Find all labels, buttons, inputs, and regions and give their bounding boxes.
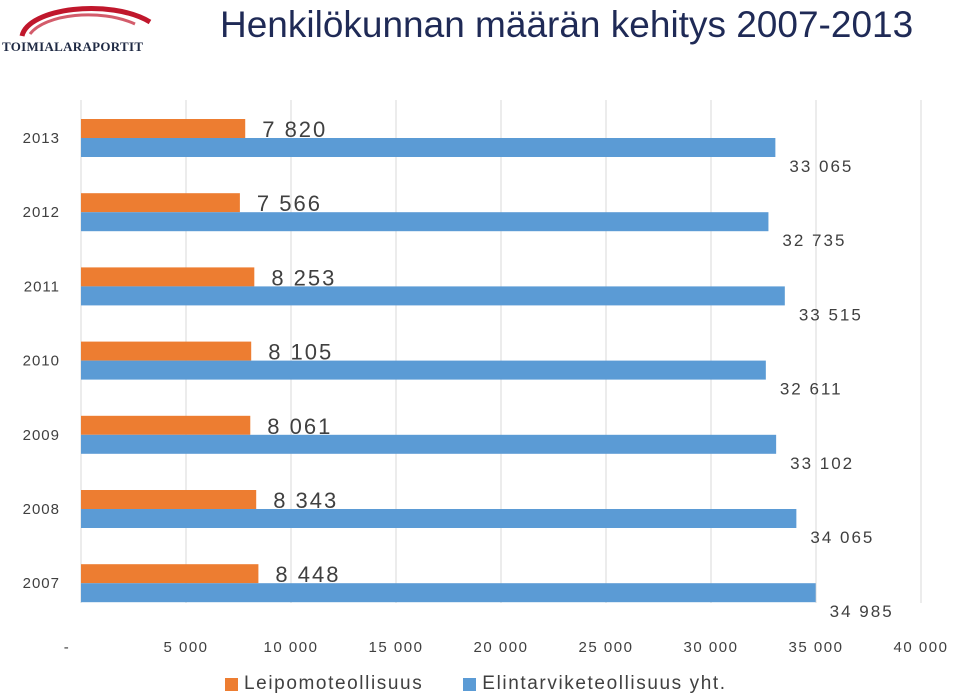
data-label-elintarvike-2013: 33 065 <box>789 157 853 176</box>
data-label-leipomo-2010: 8 105 <box>268 340 333 365</box>
legend-swatch-elintarvike <box>463 677 477 691</box>
x-tick-label-0: - <box>64 639 71 656</box>
legend-item-elintarvike: Elintarviketeollisuus yht. <box>463 673 726 695</box>
bar-leipomo-2007 <box>81 564 259 584</box>
x-tick-label-2: 10 000 <box>264 639 319 656</box>
category-label-2012: 2012 <box>23 204 60 221</box>
bar-leipomo-2012 <box>81 193 240 213</box>
chart-legend: Leipomoteollisuus Elintarviketeollisuus … <box>225 673 767 695</box>
bar-leipomo-2010 <box>81 341 252 361</box>
x-tick-label-8: 40 000 <box>894 639 949 656</box>
bar-leipomo-2013 <box>81 119 246 138</box>
data-label-leipomo-2009: 8 061 <box>267 414 332 439</box>
category-label-2008: 2008 <box>23 501 60 518</box>
x-tick-label-5: 25 000 <box>579 639 634 656</box>
category-label-2013: 2013 <box>23 130 60 147</box>
bar-chart: - 5 000 10 000 15 000 20 000 25 000 30 000 35 0… <box>23 100 949 656</box>
legend-item-leipomo: Leipomoteollisuus <box>225 673 423 695</box>
bar-elintarvike-2012 <box>81 212 769 232</box>
x-tick-label-1: 5 000 <box>163 639 208 656</box>
bar-elintarvike-2013 <box>81 138 776 157</box>
logo-text: TOIMIALARAPORTIT <box>2 39 144 54</box>
data-label-leipomo-2008: 8 343 <box>273 488 338 513</box>
bar-elintarvike-2011 <box>81 286 785 306</box>
bar-leipomo-2008 <box>81 490 257 509</box>
category-label-2007: 2007 <box>23 575 60 592</box>
category-label-2010: 2010 <box>23 353 60 370</box>
bar-elintarvike-2010 <box>81 360 766 380</box>
x-tick-label-6: 30 000 <box>684 639 739 656</box>
legend-label-leipomo: Leipomoteollisuus <box>244 673 424 694</box>
x-tick-label-7: 35 000 <box>789 639 844 656</box>
data-label-leipomo-2012: 7 566 <box>257 191 322 216</box>
bar-leipomo-2011 <box>81 267 255 287</box>
legend-label-elintarvike: Elintarviketeollisuus yht. <box>482 673 727 694</box>
data-label-elintarvike-2011: 33 515 <box>799 305 863 324</box>
chart-title: Henkilökunnan määrän kehitys 2007-2013 <box>220 4 914 45</box>
bar-leipomo-2009 <box>81 415 251 435</box>
data-label-leipomo-2007: 8 448 <box>275 562 340 587</box>
category-label-2011: 2011 <box>24 278 60 295</box>
data-label-elintarvike-2009: 33 102 <box>790 454 854 473</box>
legend-swatch-leipomo <box>225 677 238 691</box>
data-label-leipomo-2011: 8 253 <box>271 265 336 290</box>
data-label-elintarvike-2012: 32 735 <box>782 231 846 250</box>
logo-swoosh <box>19 5 152 37</box>
data-label-elintarvike-2007: 34 985 <box>830 602 894 621</box>
x-tick-label-3: 15 000 <box>369 639 424 656</box>
bar-elintarvike-2009 <box>81 434 777 454</box>
bar-elintarvike-2007 <box>81 583 816 603</box>
x-tick-label-4: 20 000 <box>474 639 529 656</box>
category-label-2009: 2009 <box>23 427 60 444</box>
bar-elintarvike-2008 <box>81 509 797 528</box>
data-label-leipomo-2013: 7 820 <box>262 117 327 142</box>
data-label-elintarvike-2010: 32 611 <box>780 380 843 399</box>
data-label-elintarvike-2008: 34 065 <box>810 528 874 547</box>
